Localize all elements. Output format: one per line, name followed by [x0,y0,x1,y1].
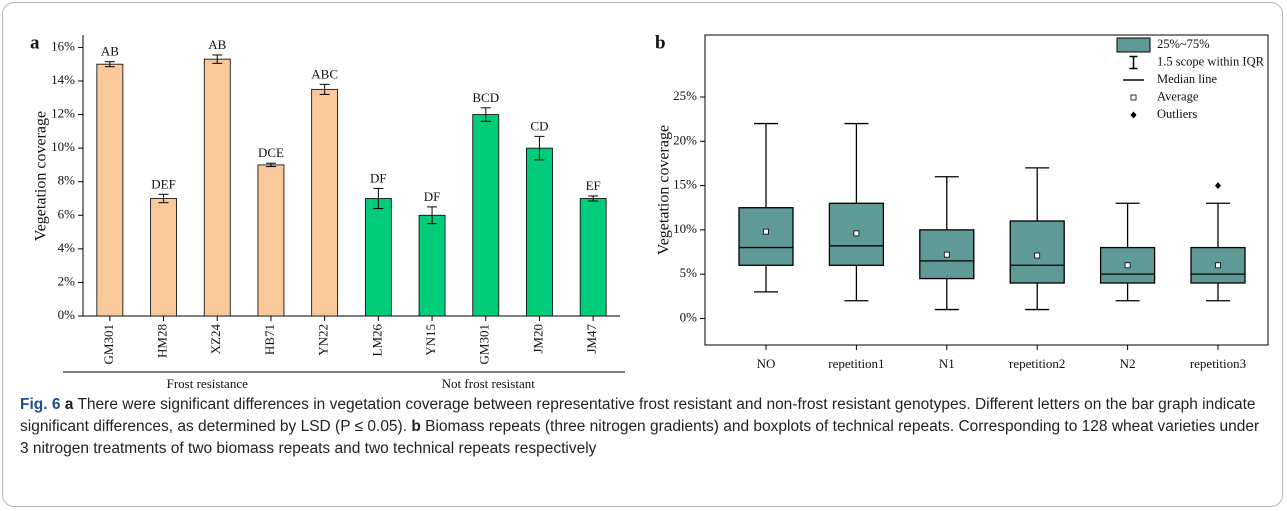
significance-label: ABC [311,66,338,81]
figure: a b Vegetation coverage Vegetation cover… [30,32,1269,391]
box [1009,220,1065,284]
y-tick-label: 0% [58,307,76,322]
x-tick-label: repetition2 [1009,356,1065,371]
x-tick-label: LM26 [369,324,384,357]
x-tick-label: GM301 [477,324,492,364]
y-tick-label: 10% [673,221,697,236]
bar [418,214,446,317]
bar [311,88,339,317]
x-tick-label: HM28 [155,324,170,358]
y-tick-label: 4% [58,240,76,255]
x-tick-label: NO [757,356,776,371]
legend-label: Outliers [1157,107,1197,121]
bar [150,198,177,317]
x-tick-label: GM301 [101,324,116,364]
mean-marker [1124,262,1131,269]
group-label: Frost resistance [167,376,248,391]
bar [96,63,124,317]
outlier [1215,182,1221,190]
x-tick-label: N2 [1120,356,1136,371]
box [1190,246,1246,284]
bar [203,58,231,317]
mean-marker [1034,252,1041,259]
mean-marker [763,228,769,235]
x-tick-label: YN15 [423,324,438,356]
mean-marker [853,230,860,237]
x-tick-label: repetition1 [828,356,884,371]
x-tick-label: XZ24 [208,324,223,355]
caption-text: There were significant differences in ve… [20,396,1256,435]
mean-marker [943,251,950,258]
legend-swatch [1130,94,1137,101]
y-tick-label: 8% [58,173,76,188]
y-tick-label: 6% [58,206,76,221]
mean-marker [1215,262,1221,269]
figure-label: Fig. 6 [20,396,61,413]
y-tick-label: 5% [680,265,698,280]
x-tick-label: N1 [939,356,955,371]
significance-label: DEF [151,176,176,191]
box [1099,246,1156,284]
significance-label: BCD [472,90,499,105]
y-tick-label: 15% [673,177,697,192]
y-axis-label: Vegetation coverage [656,125,673,255]
bar [257,164,285,317]
legend-swatch [1116,37,1151,53]
y-tick-label: 0% [680,309,698,324]
bar [472,114,500,317]
y-tick-label: 20% [673,132,697,147]
x-tick-label: JM47 [584,324,599,354]
legend-label: 25%~75% [1157,37,1210,51]
legend-label: Median line [1157,72,1218,86]
bar [579,198,607,317]
legend-swatch [1130,111,1137,119]
significance-label: AB [101,44,119,59]
significance-label: AB [208,37,226,52]
bar [364,198,392,317]
part-label: b [411,418,421,435]
legend-label: 1.5 scope within IQR [1157,54,1265,68]
y-tick-label: 12% [51,106,75,121]
x-tick-label: YN22 [316,324,331,356]
x-tick-label: JM20 [530,324,545,354]
significance-label: CD [530,118,548,133]
significance-label: EF [586,178,601,193]
bar [526,147,553,317]
panel-label: a [30,32,40,53]
box [738,207,794,266]
significance-label: DF [370,170,387,185]
plot-frame [704,34,1269,346]
x-tick-label: repetition3 [1190,356,1246,371]
y-tick-label: 2% [58,273,76,288]
significance-label: DF [424,189,441,204]
y-tick-label: 10% [51,139,75,154]
y-axis-label: Vegetation coverage [33,111,50,241]
legend-label: Average [1157,89,1199,103]
group-label: Not frost resistant [442,376,536,391]
caption: Fig. 6 a There were significant differen… [20,394,1270,460]
x-tick-label: HB71 [262,324,277,355]
y-tick-label: 25% [673,88,697,103]
y-tick-label: 14% [51,72,75,87]
significance-label: DCE [258,145,284,160]
caption-text: Biomass repeats (three nitrogen gradient… [20,418,1260,457]
panel-label: b [655,32,666,53]
part-label: a [64,396,74,413]
y-tick-label: 16% [51,38,75,53]
